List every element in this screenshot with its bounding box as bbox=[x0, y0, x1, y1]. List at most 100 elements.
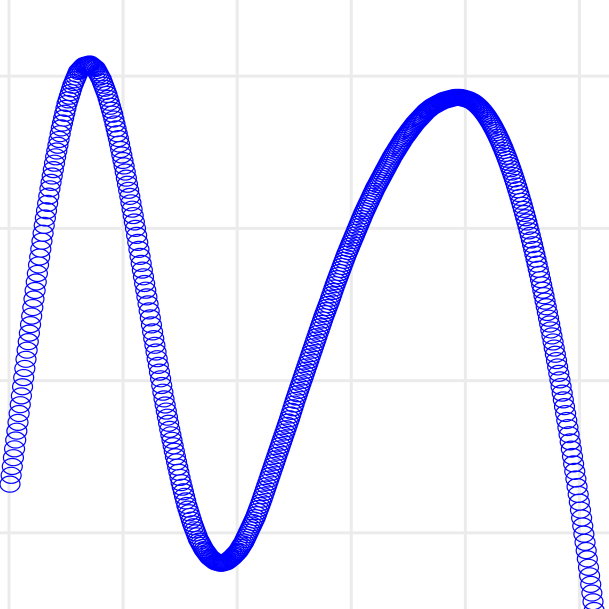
data-point bbox=[563, 455, 585, 473]
data-point bbox=[137, 295, 159, 313]
data-point bbox=[541, 327, 563, 345]
data-point bbox=[139, 309, 161, 327]
data-point bbox=[50, 119, 72, 137]
data-point bbox=[112, 151, 134, 170]
data-point bbox=[94, 79, 116, 97]
data-point bbox=[37, 194, 59, 213]
data-point bbox=[26, 264, 48, 283]
data-point bbox=[0, 475, 21, 493]
data-point bbox=[115, 169, 137, 187]
data-point bbox=[533, 287, 555, 305]
data-point bbox=[545, 351, 568, 370]
data-point bbox=[544, 345, 566, 363]
data-point bbox=[3, 440, 26, 458]
data-point bbox=[579, 567, 601, 585]
data-point bbox=[136, 288, 158, 306]
data-point bbox=[14, 359, 36, 378]
data-point bbox=[550, 377, 572, 396]
data-point bbox=[123, 213, 145, 231]
data-point bbox=[534, 292, 556, 310]
data-point bbox=[156, 408, 179, 426]
data-point bbox=[153, 390, 175, 408]
data-point bbox=[33, 216, 55, 234]
data-point bbox=[547, 358, 569, 376]
data-point bbox=[521, 236, 544, 254]
data-point bbox=[120, 194, 142, 212]
data-point bbox=[19, 315, 42, 334]
data-point bbox=[539, 315, 561, 333]
data-point bbox=[577, 558, 600, 576]
data-point bbox=[40, 173, 62, 191]
data-point bbox=[557, 418, 579, 437]
data-point bbox=[583, 601, 605, 609]
data-point bbox=[135, 281, 157, 299]
data-point bbox=[102, 105, 124, 123]
data-point bbox=[151, 376, 173, 395]
data-point bbox=[553, 398, 576, 416]
data-point bbox=[103, 110, 125, 128]
data-point bbox=[131, 261, 153, 279]
data-point bbox=[24, 281, 46, 300]
data-point bbox=[45, 148, 67, 166]
data-point bbox=[559, 433, 581, 451]
data-point bbox=[104, 115, 126, 133]
data-point bbox=[35, 202, 58, 220]
data-point bbox=[5, 431, 27, 449]
data-point bbox=[6, 422, 28, 440]
data-point bbox=[127, 233, 149, 251]
data-point bbox=[145, 343, 167, 361]
data-point bbox=[576, 550, 598, 568]
data-point bbox=[140, 316, 163, 334]
data-point bbox=[8, 404, 30, 423]
data-point bbox=[108, 135, 131, 153]
data-point bbox=[53, 109, 75, 127]
data-point bbox=[548, 364, 570, 382]
data-point bbox=[21, 307, 43, 325]
data-point bbox=[138, 302, 160, 320]
data-point bbox=[39, 180, 61, 198]
data-point bbox=[157, 414, 180, 432]
data-point bbox=[11, 378, 34, 396]
data-point bbox=[23, 290, 45, 308]
data-series bbox=[0, 55, 605, 609]
data-point bbox=[54, 104, 76, 122]
data-point bbox=[543, 339, 565, 357]
data-point bbox=[555, 404, 577, 423]
data-point bbox=[124, 219, 147, 237]
data-point bbox=[155, 402, 177, 420]
data-point bbox=[9, 396, 31, 414]
data-point bbox=[46, 142, 68, 160]
data-point bbox=[1, 457, 23, 476]
data-point bbox=[542, 333, 564, 351]
data-point bbox=[532, 281, 554, 299]
data-point bbox=[111, 146, 133, 164]
data-point bbox=[159, 420, 181, 438]
data-point bbox=[150, 370, 172, 388]
data-point bbox=[531, 276, 553, 294]
data-point bbox=[537, 309, 560, 327]
data-point bbox=[13, 368, 35, 387]
data-point bbox=[134, 274, 156, 293]
data-point bbox=[18, 324, 40, 342]
data-point bbox=[580, 575, 602, 593]
data-point bbox=[540, 321, 562, 339]
data-point bbox=[119, 187, 141, 206]
data-point bbox=[42, 161, 64, 179]
data-point bbox=[556, 411, 578, 430]
data-point bbox=[561, 447, 584, 466]
data-point bbox=[574, 533, 596, 551]
data-point bbox=[575, 541, 597, 560]
data-point bbox=[114, 163, 136, 181]
data-point bbox=[536, 303, 558, 322]
data-point bbox=[152, 383, 174, 401]
data-point bbox=[16, 341, 38, 359]
data-point bbox=[2, 449, 25, 467]
data-point bbox=[154, 396, 176, 414]
data-point bbox=[7, 413, 29, 431]
data-point bbox=[0, 466, 22, 484]
data-point bbox=[128, 240, 150, 258]
data-point bbox=[142, 323, 164, 341]
data-point bbox=[523, 240, 545, 259]
